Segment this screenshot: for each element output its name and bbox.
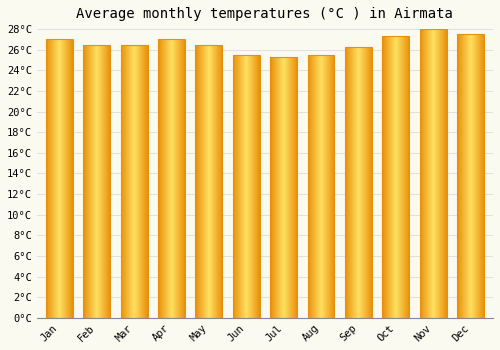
- Bar: [270, 57, 297, 318]
- Bar: [420, 29, 446, 318]
- Bar: [308, 55, 334, 318]
- Bar: [196, 44, 222, 318]
- Bar: [46, 39, 72, 318]
- Bar: [233, 55, 260, 318]
- Bar: [457, 34, 484, 318]
- Bar: [120, 44, 148, 318]
- Bar: [158, 39, 185, 318]
- Bar: [345, 47, 372, 318]
- Bar: [382, 36, 409, 318]
- Bar: [83, 44, 110, 318]
- Title: Average monthly temperatures (°C ) in Airmata: Average monthly temperatures (°C ) in Ai…: [76, 7, 454, 21]
